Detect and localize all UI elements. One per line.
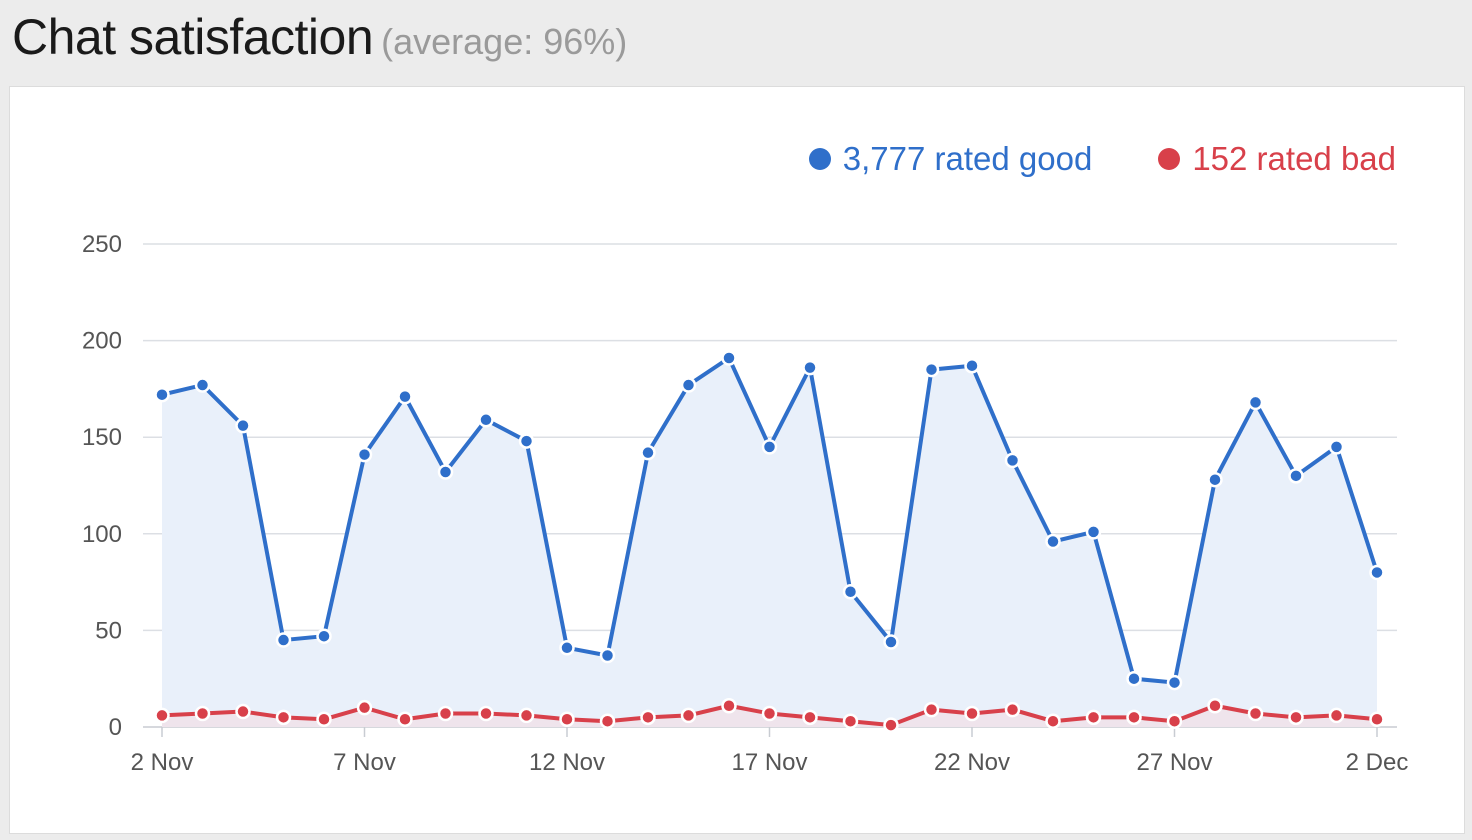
data-point-good-4 [316,628,332,644]
data-point-good-1 [194,377,211,393]
data-point-bad-5 [356,699,373,716]
data-point-good-20 [964,357,980,374]
data-point-bad-18 [883,717,899,733]
legend-label-good: 3,777 rated good [842,140,1093,177]
data-point-bad-13 [680,707,697,724]
data-point-bad-23 [1085,709,1102,726]
data-point-good-2 [235,417,251,434]
data-point-bad-20 [964,705,980,722]
series-area-good [162,357,1377,727]
x-tick-label-12-nov: 12 Nov [529,749,605,776]
y-tick-label-150: 150 [82,424,122,451]
y-tick-label-50: 50 [95,617,122,644]
legend-item-good[interactable]: 3,777 rated good [808,140,1093,178]
x-tick-label-2-dec: 2 Dec [1346,749,1409,776]
data-point-good-11 [599,647,616,664]
data-point-bad-14 [721,697,737,714]
legend-dot-bad-icon [1158,148,1181,170]
y-tick-label-200: 200 [82,328,122,355]
data-point-bad-22 [1045,713,1061,729]
legend-item-bad[interactable]: 152 rated bad [1158,140,1396,178]
data-point-good-27 [1247,394,1264,411]
data-point-bad-19 [923,701,940,718]
data-point-good-26 [1207,471,1223,488]
data-point-good-5 [356,446,373,463]
average-subtitle: (average: 96%) [381,21,628,62]
data-point-good-17 [842,584,859,600]
x-tick-label-22-nov: 22 Nov [934,749,1010,776]
data-point-good-3 [275,632,292,648]
data-point-bad-17 [842,713,859,729]
data-point-good-29 [1328,439,1345,455]
data-point-bad-0 [154,707,170,724]
data-point-good-21 [1004,452,1021,469]
data-point-good-30 [1369,564,1385,581]
data-point-good-7 [437,464,454,480]
data-point-good-8 [478,412,494,428]
data-point-good-10 [559,640,575,656]
y-tick-label-0: 0 [109,714,122,741]
data-point-good-0 [154,386,170,403]
legend-dot-good-icon [808,148,831,170]
data-point-bad-10 [559,711,575,728]
data-point-bad-1 [194,705,211,722]
data-point-bad-9 [518,707,535,724]
data-point-bad-21 [1004,701,1021,718]
data-point-good-9 [518,433,535,449]
data-point-bad-11 [599,713,616,729]
data-point-good-28 [1288,468,1304,484]
data-point-bad-25 [1166,713,1183,729]
data-point-bad-6 [397,711,413,728]
data-point-good-12 [640,444,656,461]
chart-legend: 3,777 rated good 152 rated bad [808,140,1396,178]
y-tick-label-100: 100 [82,521,122,548]
y-tick-label-250: 250 [82,231,122,258]
data-point-bad-27 [1247,705,1264,722]
page-title: Chat satisfaction [12,9,374,65]
data-point-bad-15 [761,705,778,722]
data-point-bad-30 [1369,711,1385,728]
data-point-good-14 [721,350,737,366]
chart-header: Chat satisfaction (average: 96%) [12,8,627,66]
data-point-bad-24 [1126,709,1142,726]
data-point-bad-29 [1328,707,1345,724]
data-point-bad-12 [640,709,656,726]
data-point-good-15 [761,439,778,455]
x-tick-label-2-nov: 2 Nov [131,749,194,776]
data-point-good-13 [680,377,697,393]
x-tick-label-7-nov: 7 Nov [333,749,396,776]
data-point-good-23 [1085,524,1102,540]
series-points-bad [154,697,1385,733]
data-point-bad-8 [478,705,494,722]
data-point-good-25 [1166,674,1183,691]
data-point-good-24 [1126,670,1142,687]
data-point-bad-16 [802,709,818,726]
data-point-good-16 [802,359,818,376]
series-points-good [154,350,1385,691]
data-point-good-6 [397,388,413,405]
data-point-bad-28 [1288,709,1304,726]
data-point-bad-4 [316,711,332,728]
data-point-bad-26 [1207,697,1223,714]
data-point-bad-2 [235,703,251,720]
x-tick-label-27-nov: 27 Nov [1136,749,1212,776]
data-point-good-19 [923,361,940,378]
data-point-bad-3 [275,709,292,726]
data-point-good-22 [1045,533,1061,550]
x-tick-label-17-nov: 17 Nov [731,749,807,776]
legend-label-bad: 152 rated bad [1192,140,1396,177]
data-point-good-18 [883,634,899,650]
data-point-bad-7 [437,705,454,722]
